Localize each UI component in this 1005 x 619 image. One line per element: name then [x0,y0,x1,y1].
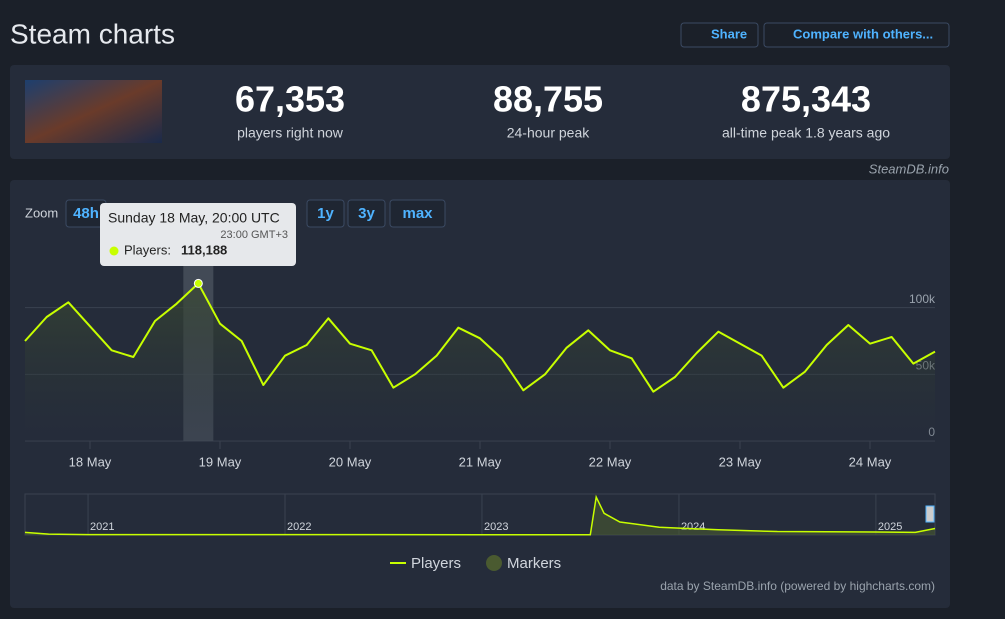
x-tick-label: 21 May [459,454,502,469]
legend-marker [486,555,502,571]
legend-label[interactable]: Markers [507,555,561,572]
tooltip-date: Sunday 18 May, 20:00 UTC [108,210,280,226]
x-tick-label: 22 May [589,454,632,469]
share-button[interactable] [680,22,759,48]
zoom-label: 48h [73,205,99,222]
x-tick-label: 23 May [719,454,762,469]
source: SteamDB.info [869,161,949,176]
tooltip [100,203,296,266]
zoom-button[interactable] [347,199,386,228]
stats-panel [10,65,950,159]
zoom-button[interactable] [389,199,446,228]
page-title: Steam charts [10,18,175,49]
stat-value: 88,755 [493,79,603,120]
zoom-label: 1y [317,205,334,222]
share-label: Share [711,26,747,41]
zoom-label: max [402,205,433,222]
zoom-label: Zoom [25,205,58,220]
x-tick-label: 24 May [849,454,892,469]
stat-label: all-time peak 1.8 years ago [722,125,890,141]
tooltip-value: 118,188 [181,242,227,257]
x-tick-label: 19 May [199,454,242,469]
navigator-tick-label: 2023 [484,521,508,533]
line [24,282,936,393]
navigator-tick-label: 2025 [878,521,902,533]
tooltip-label: Players: [124,242,171,257]
stat-label: 24-hour peak [507,125,591,141]
x-tick-label: 20 May [329,454,372,469]
stat-value: 875,343 [741,79,871,120]
navigator-line [24,494,936,536]
x-tick-label: 18 May [69,454,112,469]
navigator-tick-label: 2021 [90,521,114,533]
navigator-handle[interactable] [925,505,935,523]
y-tick-label: 100k [909,292,936,306]
game-image [25,80,162,143]
hover-point [193,278,203,288]
compare-label: Compare with others... [793,26,933,41]
navigator-tick-label: 2022 [287,521,311,533]
zoom-label: 3y [358,205,375,222]
compare-button[interactable] [763,22,950,48]
tooltip-local: 23:00 GMT+3 [220,229,288,241]
tooltip-dot [109,246,119,256]
area [25,283,935,441]
stat-value: 67,353 [235,79,345,120]
stat-label: players right now [237,125,344,141]
legend-label[interactable]: Players [411,555,461,572]
zoom-button[interactable] [306,199,345,228]
credit: data by SteamDB.info (powered by highcha… [660,579,935,593]
